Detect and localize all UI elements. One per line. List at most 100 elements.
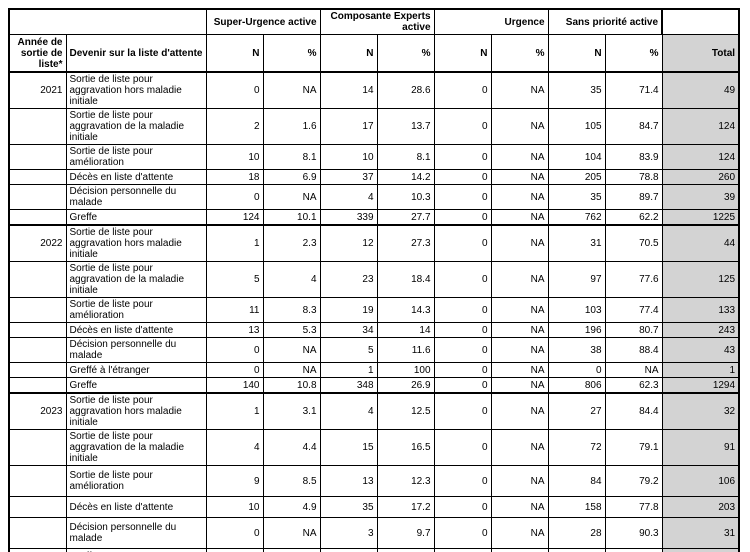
count-cell: 5 [205,261,264,298]
count-cell: 27 [547,392,606,430]
year-cell [8,548,67,552]
percent-cell: 84.7 [604,108,663,145]
percent-cell: 10.1 [262,209,321,226]
count-cell: 124 [205,209,264,226]
table-row: 2021 Sortie de liste pour aggravation hor… [8,71,740,109]
percent-cell: 8.5 [262,465,321,497]
count-cell: 205 [547,169,606,185]
count-cell: 28 [547,517,606,549]
year-cell [8,184,67,210]
total-cell: 43 [661,337,740,363]
percent-cell: 8.1 [262,144,321,170]
percent-cell: NA [262,71,321,109]
total-cell: 44 [661,224,740,262]
outcome-cell: Décès en liste d'attente [65,322,207,338]
count-cell: 12 [319,224,378,262]
header-spacer-left [8,8,207,35]
count-cell: 0 [433,261,492,298]
percent-cell: NA [490,337,549,363]
column-group-super-urgence: Super-Urgence active [205,8,321,35]
percent-cell: 4 [262,261,321,298]
outcome-cell: Sortie de liste pour aggravation hors ma… [65,71,207,109]
percent-cell: 27.3 [376,224,435,262]
count-cell: 0 [433,224,492,262]
percent-cell: 17.2 [376,496,435,518]
table-row: Greffe1279.534825.90NA86764.61342 [8,548,740,552]
percent-cell: NA [262,184,321,210]
percent-cell: 14.3 [376,297,435,323]
percent-cell: NA [604,362,663,378]
count-cell: 4 [319,184,378,210]
outcome-cell: Sortie de liste pour amélioration [65,465,207,497]
percent-cell: 77.8 [604,496,663,518]
count-cell: 339 [319,209,378,226]
percent-cell: 62.2 [604,209,663,226]
year-cell: 2023 [8,392,67,430]
percent-cell: 5.3 [262,322,321,338]
count-cell: 19 [319,297,378,323]
year-cell [8,429,67,466]
percent-cell: NA [490,297,549,323]
total-cell: 106 [661,465,740,497]
count-cell: 38 [547,337,606,363]
outcome-cell: Sortie de liste pour aggravation de la m… [65,261,207,298]
count-cell: 0 [433,429,492,466]
table-row: Sortie de liste pour amélioration 11 8.3 19… [8,297,740,323]
percent-cell: 77.6 [604,261,663,298]
table-row: Décision personnelle du malade 0 NA 3 9.7 0 NA… [8,517,740,549]
count-cell: 806 [547,377,606,394]
percent-cell: NA [490,224,549,262]
percent-cell: 14.2 [376,169,435,185]
percent-cell: NA [490,261,549,298]
year-cell: 2021 [8,71,67,109]
percent-cell: 4.4 [262,429,321,466]
percent-cell: 10.8 [262,377,321,394]
percent-cell: NA [490,184,549,210]
percent-cell: 79.1 [604,429,663,466]
pct-header-sans-priorite: % [604,34,663,73]
pct-header-super-urgence: % [262,34,321,73]
outcome-cell: Sortie de liste pour amélioration [65,297,207,323]
percent-cell: 9.7 [376,517,435,549]
column-group-urgence: Urgence [433,8,549,35]
year-cell [8,209,67,226]
table-row: 2023 Sortie de liste pour aggravation hor… [8,392,740,430]
count-cell: 35 [547,184,606,210]
total-cell: 1 [661,362,740,378]
count-cell: 3 [319,517,378,549]
percent-cell: NA [490,322,549,338]
percent-cell: 12.3 [376,465,435,497]
count-cell: 13 [205,322,264,338]
table-row: Décès en liste d'attente 18 6.9 37 14.2 0 NA 20… [8,169,740,185]
count-cell: 0 [433,465,492,497]
count-cell: 0 [433,377,492,394]
count-cell: 1 [319,362,378,378]
table-row: Greffe 124 10.1 339 27.7 0 NA 762 62.2 1225 [8,209,740,226]
percent-cell: NA [490,496,549,518]
year-cell [8,322,67,338]
count-cell: 15 [319,429,378,466]
table-row: Sortie de liste pour amélioration 9 8.5 13 1… [8,465,740,497]
percent-cell: NA [490,465,549,497]
count-cell: 158 [547,496,606,518]
outcome-cell: Sortie de liste pour aggravation hors ma… [65,392,207,430]
total-cell: 260 [661,169,740,185]
count-cell: 0 [433,71,492,109]
count-cell: 127 [205,548,264,552]
percent-cell: NA [490,392,549,430]
table-row: Décision personnelle du malade 0 NA 5 11.6 0 N… [8,337,740,363]
percent-cell: 25.9 [376,548,435,552]
count-cell: 0 [433,337,492,363]
count-cell: 140 [205,377,264,394]
total-cell: 31 [661,517,740,549]
percent-cell: 90.3 [604,517,663,549]
percent-cell: 80.7 [604,322,663,338]
percent-cell: 6.9 [262,169,321,185]
count-cell: 0 [205,71,264,109]
count-cell: 1 [205,392,264,430]
n-header-composante-experts: N [319,34,378,73]
count-cell: 348 [319,377,378,394]
table-row: Greffé à l'étranger 0 NA 1 100 0 NA 0 NA 1 [8,362,740,378]
count-cell: 18 [205,169,264,185]
count-cell: 0 [433,496,492,518]
